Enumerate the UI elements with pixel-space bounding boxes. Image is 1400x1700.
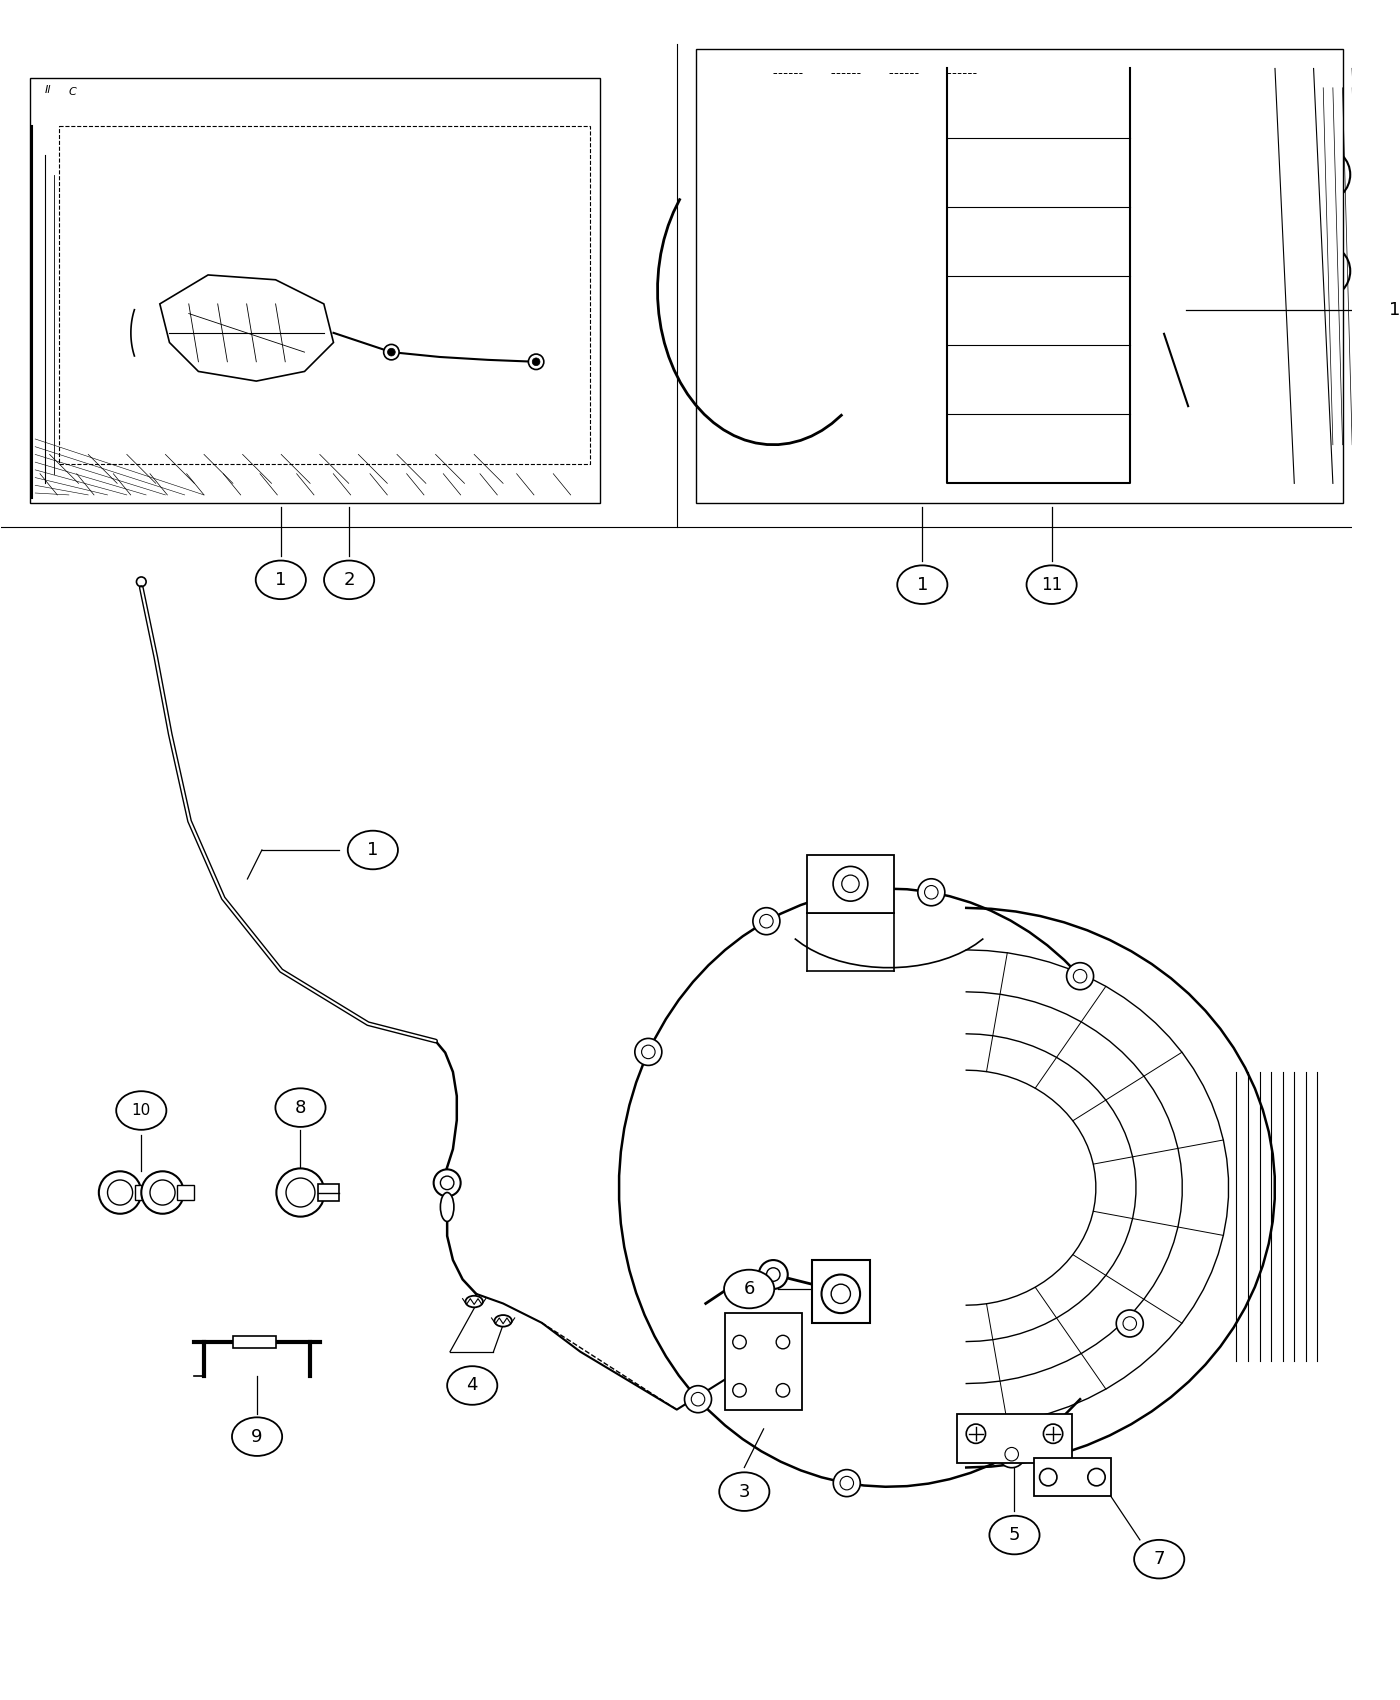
Circle shape <box>776 1334 790 1348</box>
Bar <box>696 49 1343 503</box>
Circle shape <box>1067 962 1093 989</box>
Circle shape <box>634 1039 662 1066</box>
Circle shape <box>918 879 945 906</box>
Circle shape <box>759 1260 788 1289</box>
Text: 1: 1 <box>367 842 378 858</box>
Bar <box>806 855 893 913</box>
Circle shape <box>1116 1311 1144 1336</box>
Bar <box>176 1185 195 1200</box>
Circle shape <box>732 1384 746 1397</box>
Circle shape <box>966 1425 986 1443</box>
Ellipse shape <box>441 1192 454 1222</box>
Circle shape <box>141 1171 183 1214</box>
Text: 1: 1 <box>276 571 287 588</box>
Circle shape <box>384 345 399 360</box>
Ellipse shape <box>897 566 948 604</box>
Text: 11: 11 <box>1042 576 1063 593</box>
Circle shape <box>685 1386 711 1413</box>
Ellipse shape <box>990 1516 1040 1554</box>
Ellipse shape <box>720 1472 770 1511</box>
Ellipse shape <box>465 1295 483 1307</box>
Circle shape <box>1253 148 1306 202</box>
Circle shape <box>276 1168 325 1217</box>
Circle shape <box>1133 282 1186 337</box>
Circle shape <box>1210 245 1263 298</box>
Circle shape <box>1296 148 1350 202</box>
Bar <box>59 126 589 464</box>
Circle shape <box>528 354 543 369</box>
Circle shape <box>1296 245 1350 298</box>
Ellipse shape <box>724 1270 774 1309</box>
Bar <box>31 78 599 503</box>
Circle shape <box>532 359 540 366</box>
Bar <box>812 1260 869 1323</box>
Bar <box>725 1312 802 1409</box>
Text: 10: 10 <box>132 1103 151 1119</box>
Circle shape <box>434 1170 461 1197</box>
Bar <box>1033 1459 1112 1496</box>
Text: 2: 2 <box>343 571 354 588</box>
Bar <box>318 1183 339 1202</box>
Ellipse shape <box>1026 566 1077 604</box>
Ellipse shape <box>323 561 374 598</box>
Text: 7: 7 <box>1154 1550 1165 1567</box>
Circle shape <box>833 867 868 901</box>
Text: 4: 4 <box>466 1377 477 1394</box>
Ellipse shape <box>232 1418 283 1455</box>
Text: 12: 12 <box>1389 301 1400 318</box>
Text: 8: 8 <box>295 1098 307 1117</box>
Circle shape <box>1043 1425 1063 1443</box>
Bar <box>956 1414 1072 1462</box>
Text: 3: 3 <box>739 1482 750 1501</box>
Ellipse shape <box>256 561 305 598</box>
Circle shape <box>822 1275 860 1312</box>
Text: C: C <box>69 87 77 97</box>
Ellipse shape <box>494 1316 512 1326</box>
Circle shape <box>99 1171 141 1214</box>
Ellipse shape <box>347 831 398 869</box>
Bar <box>134 1185 153 1200</box>
Circle shape <box>1088 1469 1105 1486</box>
Text: 1: 1 <box>917 576 928 593</box>
Circle shape <box>998 1440 1025 1467</box>
Circle shape <box>776 1384 790 1397</box>
Ellipse shape <box>1134 1540 1184 1579</box>
Circle shape <box>388 348 395 355</box>
Circle shape <box>833 1469 860 1496</box>
Circle shape <box>732 1334 746 1348</box>
Text: 9: 9 <box>252 1428 263 1445</box>
Circle shape <box>1253 245 1306 298</box>
Circle shape <box>753 908 780 935</box>
Text: 6: 6 <box>743 1280 755 1299</box>
Ellipse shape <box>116 1091 167 1131</box>
Ellipse shape <box>447 1367 497 1404</box>
Bar <box>232 1336 276 1348</box>
Circle shape <box>1210 148 1263 202</box>
Text: 5: 5 <box>1009 1527 1021 1544</box>
Circle shape <box>1040 1469 1057 1486</box>
Ellipse shape <box>1375 291 1400 330</box>
Ellipse shape <box>276 1088 326 1127</box>
Text: Il: Il <box>45 85 52 95</box>
